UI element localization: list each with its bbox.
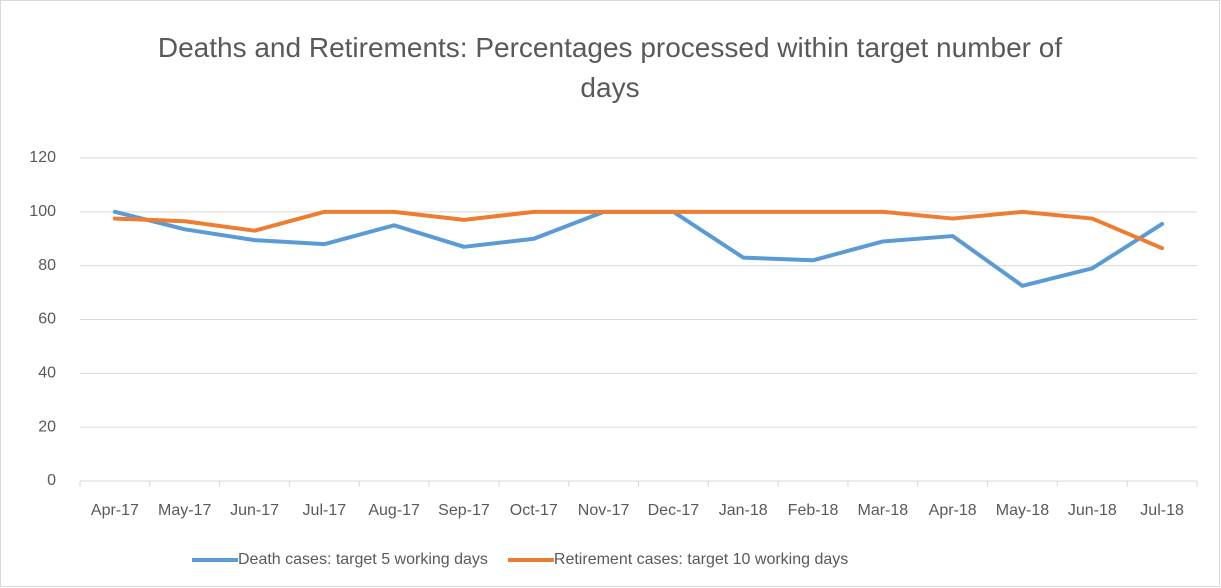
legend-label: Retirement cases: target 10 working days <box>554 551 848 568</box>
legend-label: Death cases: target 5 working days <box>238 551 488 568</box>
x-tick-label: Jan-18 <box>719 502 768 519</box>
chart-title: Deaths and Retirements: Percentages proc… <box>158 32 1062 103</box>
y-tick-label: 100 <box>29 203 56 220</box>
y-tick-label: 20 <box>38 418 56 435</box>
y-tick-label: 40 <box>38 365 56 382</box>
x-tick-label: Jul-17 <box>303 502 347 519</box>
x-tick-label: Apr-18 <box>929 502 977 519</box>
x-tick-label: May-17 <box>158 502 211 519</box>
x-tick-label: Jul-18 <box>1140 502 1184 519</box>
x-tick-label: Sep-17 <box>438 502 490 519</box>
x-tick-label: May-18 <box>996 502 1049 519</box>
x-tick-label: Nov-17 <box>578 502 630 519</box>
y-tick-label: 0 <box>47 472 56 489</box>
data-line <box>112 209 1165 251</box>
x-tick-label: Apr-17 <box>91 502 139 519</box>
x-tick-label: Aug-17 <box>368 502 420 519</box>
y-tick-label: 120 <box>29 149 56 166</box>
x-tick-label: Mar-18 <box>858 502 909 519</box>
x-tick-label: Jun-17 <box>230 502 279 519</box>
y-tick-label: 60 <box>38 311 56 328</box>
x-tick-label: Feb-18 <box>788 502 839 519</box>
x-tick-label: Dec-17 <box>648 502 700 519</box>
y-tick-label: 80 <box>38 257 56 274</box>
x-tick-label: Oct-17 <box>510 502 558 519</box>
x-tick-label: Jun-18 <box>1068 502 1117 519</box>
